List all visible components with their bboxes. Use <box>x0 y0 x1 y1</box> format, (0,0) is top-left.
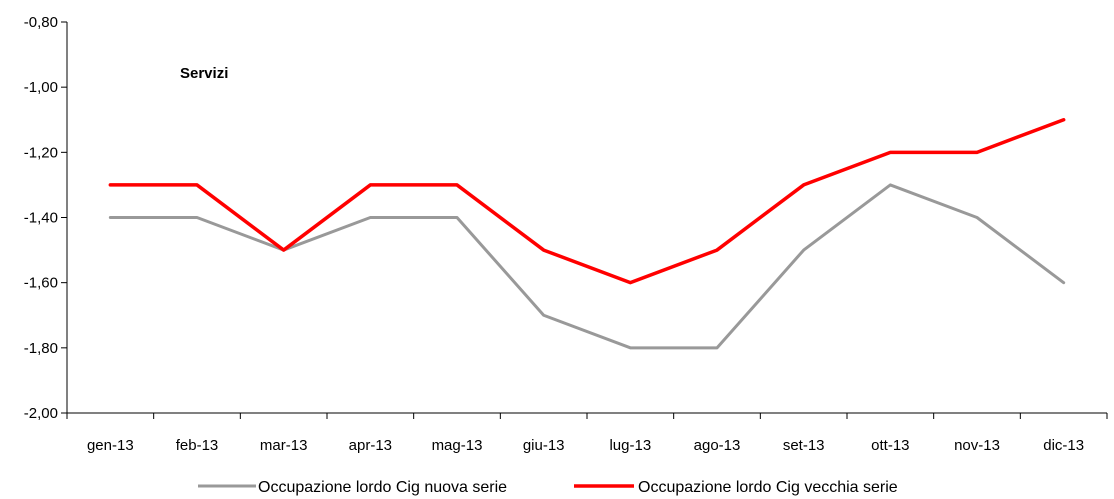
y-tick-label: -2,00 <box>24 405 58 422</box>
x-tick-label: ott-13 <box>871 437 909 454</box>
series-line-2 <box>108 118 1066 285</box>
y-tick-label: -1,60 <box>24 275 58 292</box>
axes: -0,80 -1,00 -1,20 -1,40 -1,60 -1,80 -2,00 gen-1… <box>24 14 1108 454</box>
y-tick-label: -0,80 <box>24 14 58 31</box>
x-tick-label: nov-13 <box>954 437 1000 454</box>
legend: Occupazione lordo Cig nuova serie Occupaz… <box>198 479 898 496</box>
x-tick-label: apr-13 <box>349 437 392 454</box>
y-tick-label: -1,00 <box>24 79 58 96</box>
x-tick-label: set-13 <box>783 437 825 454</box>
y-tick-label: -1,20 <box>24 144 58 161</box>
y-tick-label: -1,80 <box>24 340 58 357</box>
legend-label-1: Occupazione lordo Cig nuova serie <box>258 479 507 496</box>
x-tick-label: gen-13 <box>87 437 134 454</box>
y-tick-label: -1,40 <box>24 210 58 227</box>
x-tick-label: dic-13 <box>1043 437 1084 454</box>
legend-label-2: Occupazione lordo Cig vecchia serie <box>638 479 898 496</box>
x-tick-label: lug-13 <box>609 437 651 454</box>
x-tick-label: mar-13 <box>260 437 308 454</box>
x-tick-label: feb-13 <box>176 437 219 454</box>
x-tick-label: mag-13 <box>432 437 483 454</box>
x-tick-label: ago-13 <box>694 437 741 454</box>
series-line-1 <box>108 183 1066 350</box>
series-layer <box>108 118 1066 350</box>
x-tick-label: giu-13 <box>523 437 565 454</box>
chart-title: Servizi <box>180 65 228 82</box>
